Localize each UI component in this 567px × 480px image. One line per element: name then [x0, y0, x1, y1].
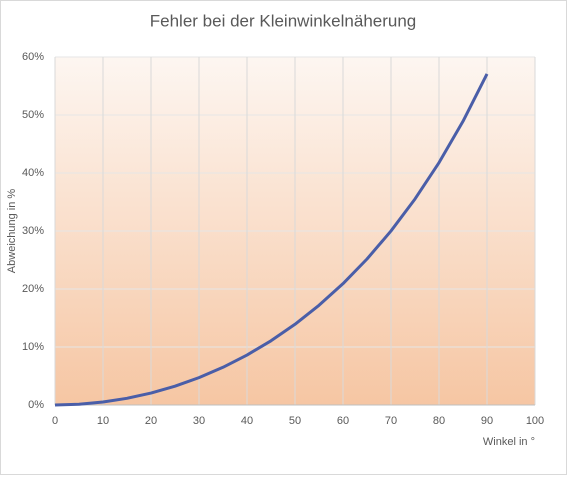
x-tick-label: 10	[97, 415, 109, 427]
x-tick-label: 80	[433, 415, 445, 427]
x-axis-title: Winkel in °	[483, 436, 535, 448]
x-tick-label: 60	[337, 415, 349, 427]
x-tick-label: 100	[526, 415, 544, 427]
y-tick-label: 20%	[22, 283, 44, 295]
y-tick-label: 0%	[28, 399, 44, 411]
chart-title: Fehler bei der Kleinwinkelnäherung	[150, 11, 417, 30]
y-tick-label: 10%	[22, 341, 44, 353]
y-tick-label: 50%	[22, 109, 44, 121]
y-axis-title: Abweichung in %	[6, 189, 18, 274]
x-tick-label: 20	[145, 415, 157, 427]
x-tick-label: 70	[385, 415, 397, 427]
x-tick-label: 30	[193, 415, 205, 427]
y-tick-label: 60%	[22, 51, 44, 63]
x-tick-label: 0	[52, 415, 58, 427]
line-series	[54, 73, 489, 407]
x-tick-label: 90	[481, 415, 493, 427]
x-tick-label: 50	[289, 415, 301, 427]
y-tick-label: 40%	[22, 167, 44, 179]
y-tick-label: 30%	[22, 225, 44, 237]
x-tick-label: 40	[241, 415, 253, 427]
